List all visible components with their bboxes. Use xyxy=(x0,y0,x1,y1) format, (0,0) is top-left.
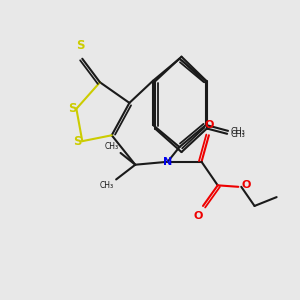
Text: S: S xyxy=(76,39,85,52)
Text: CH₃: CH₃ xyxy=(230,127,245,136)
Text: O: O xyxy=(242,180,251,190)
Text: O: O xyxy=(205,120,214,130)
Text: CH₃: CH₃ xyxy=(104,142,118,152)
Text: CH₃: CH₃ xyxy=(100,181,114,190)
Text: N: N xyxy=(163,157,172,167)
Text: O: O xyxy=(194,211,203,221)
Text: S: S xyxy=(74,135,82,148)
Text: CH₃: CH₃ xyxy=(230,130,245,139)
Text: S: S xyxy=(68,102,76,115)
